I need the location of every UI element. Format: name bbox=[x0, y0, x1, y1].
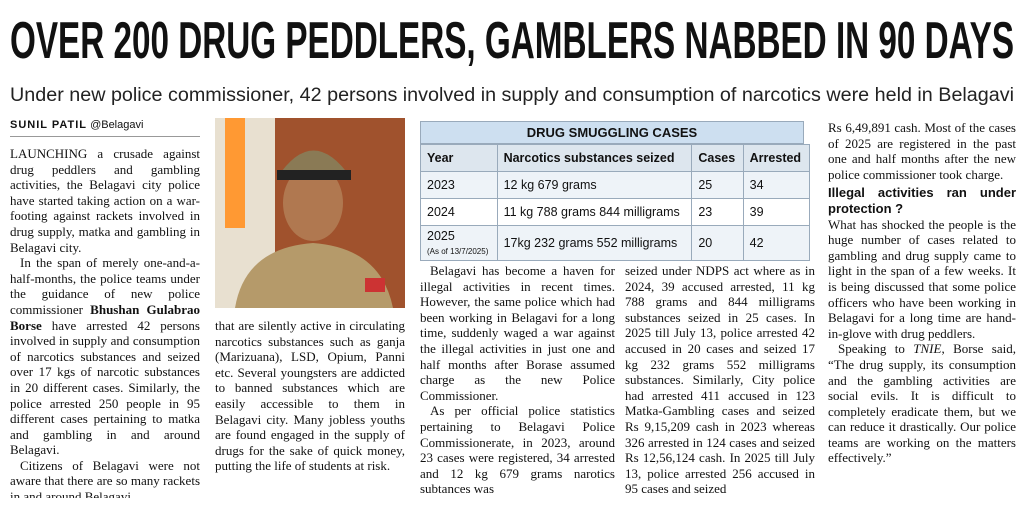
column: Belagavi has become a haven for illegal … bbox=[420, 263, 615, 498]
cell: 34 bbox=[742, 171, 811, 199]
cell: 39 bbox=[742, 198, 811, 226]
text: have arrested 42 persons involved in sup… bbox=[10, 317, 200, 458]
row: 2024 11 kg 788 grams 844 milligrams 23 39 bbox=[420, 198, 811, 226]
header-cell: Narcotics substances seized bbox=[496, 144, 693, 172]
row: 2023 12 kg 679 grams 25 34 bbox=[420, 171, 811, 199]
paragraph: In the span of merely one-and-a-half-mon… bbox=[10, 255, 200, 458]
cell-text: 2025 bbox=[427, 229, 455, 243]
paragraph: Rs 6,49,891 cash. Most of the cases of 2… bbox=[828, 120, 1016, 182]
cell: 17kg 232 grams 552 milligrams bbox=[496, 225, 693, 261]
subheadline: Under new police commissioner, 42 person… bbox=[10, 85, 1014, 106]
cell: 12 kg 679 grams bbox=[496, 171, 693, 199]
paragraph: that are silently active in circulating … bbox=[215, 318, 405, 474]
rule bbox=[10, 136, 200, 137]
paragraph: Citizens of Belagavi were not aware that… bbox=[10, 457, 200, 498]
subhead: Illegal activities ran under protection … bbox=[828, 185, 1016, 216]
paragraph: seized under NDPS act where as in 2024, … bbox=[625, 263, 815, 497]
paragraph: Belagavi has become a haven for illegal … bbox=[420, 263, 615, 403]
text: In the span of merely one-and-a-half-mon… bbox=[10, 255, 200, 317]
note: (As of 13/7/2025) bbox=[427, 247, 489, 256]
data-table: DRUG SMUGGLING CASES Year Narcotics subs… bbox=[420, 121, 811, 261]
cell: 42 bbox=[742, 225, 811, 261]
paragraph: As per official police statistics pertai… bbox=[420, 403, 615, 497]
paragraph: Speaking to TNIE, Borse said, “The drug … bbox=[828, 341, 1016, 466]
row: 2025 (As of 13/7/2025) 17kg 232 grams 552… bbox=[420, 225, 811, 261]
header: OVER 200 DRUG PEDDLERS, GAMBLERS NABBED … bbox=[10, 12, 1014, 106]
table-title: DRUG SMUGGLING CASES bbox=[420, 121, 804, 144]
cell: 2025 (As of 13/7/2025) bbox=[420, 225, 498, 261]
table: Year Narcotics substances seized Cases A… bbox=[420, 144, 811, 261]
headline: OVER 200 DRUG PEDDLERS, GAMBLERS NABBED … bbox=[10, 12, 1014, 70]
column: LAUNCHING a crusade against drug peddler… bbox=[10, 146, 200, 498]
header-cell: Year bbox=[420, 144, 498, 172]
cell: 2024 bbox=[420, 198, 498, 226]
column: Rs 6,49,891 cash. Most of the cases of 2… bbox=[828, 120, 1016, 498]
location: @Belagavi bbox=[90, 119, 144, 131]
text: Speaking to bbox=[838, 341, 914, 357]
cell: 23 bbox=[691, 198, 744, 226]
text: , Borse said, “The drug supply, its cons… bbox=[828, 341, 1016, 466]
column: that are silently active in circulating … bbox=[215, 318, 405, 498]
photo bbox=[215, 118, 405, 308]
cell: 2023 bbox=[420, 171, 498, 199]
column: seized under NDPS act where as in 2024, … bbox=[625, 263, 815, 498]
cell: 20 bbox=[691, 225, 744, 261]
cell: 25 bbox=[691, 171, 744, 199]
header-cell: Cases bbox=[691, 144, 744, 172]
italic-text: TNIE bbox=[913, 341, 942, 357]
author: SUNIL PATIL bbox=[10, 119, 87, 131]
cell: 11 kg 788 grams 844 milligrams bbox=[496, 198, 693, 226]
bold-text: Bhushan Gulabrao Borse bbox=[10, 301, 200, 333]
byline: SUNIL PATIL @Belagavi bbox=[10, 119, 143, 131]
paragraph: What has shocked the people is the huge … bbox=[828, 216, 1016, 341]
paragraph: LAUNCHING a crusade against drug peddler… bbox=[10, 146, 200, 255]
header-cell: Arrested bbox=[742, 144, 811, 172]
header-row: Year Narcotics substances seized Cases A… bbox=[420, 144, 811, 172]
